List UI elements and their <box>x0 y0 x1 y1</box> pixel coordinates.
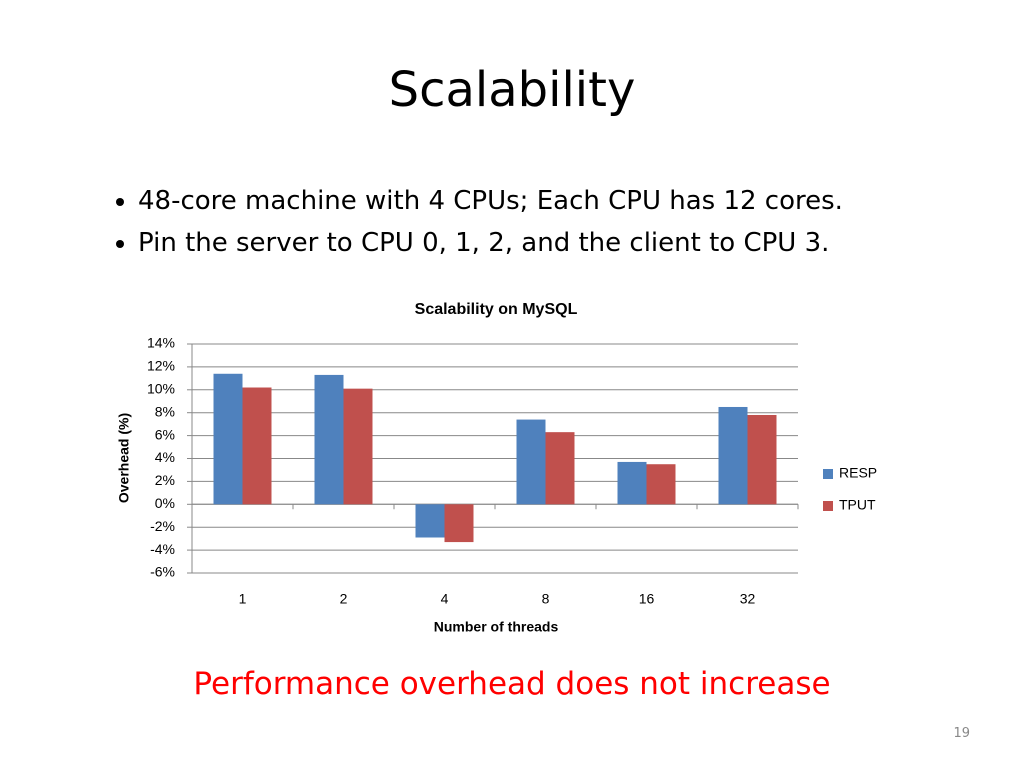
x-tick-label: 2 <box>340 591 348 607</box>
y-tick-label: 4% <box>155 449 175 465</box>
y-tick-label: 6% <box>155 426 175 442</box>
x-tick-label: 8 <box>542 591 550 607</box>
bar <box>545 432 575 505</box>
bar <box>213 373 243 505</box>
legend-swatch <box>823 469 833 479</box>
y-tick-label: 12% <box>147 358 175 374</box>
x-tick-label: 1 <box>239 591 247 607</box>
bar <box>718 406 748 505</box>
note: Performance overhead does not increase <box>193 666 831 702</box>
y-tick-label: 2% <box>155 472 175 488</box>
bullet: Pin the server to CPU 0, 1, 2, and the c… <box>138 222 843 264</box>
bullet: 48-core machine with 4 CPUs; Each CPU ha… <box>138 180 843 222</box>
y-tick-label: 0% <box>155 495 175 511</box>
page-number: 19 <box>953 726 970 741</box>
x-tick-label: 4 <box>441 591 449 607</box>
y-tick-label: 14% <box>147 335 175 351</box>
bullet-list: 48-core machine with 4 CPUs; Each CPU ha… <box>100 180 843 264</box>
bar <box>444 504 474 543</box>
bar <box>747 414 777 505</box>
y-tick-label: -4% <box>150 541 175 557</box>
bar <box>415 504 445 538</box>
bar <box>314 374 344 505</box>
x-tick-label: 16 <box>639 591 655 607</box>
bar <box>646 464 676 505</box>
y-axis-title: Overhead (%) <box>116 413 132 503</box>
bar <box>242 387 272 505</box>
legend-label: TPUT <box>839 497 876 513</box>
x-axis-title: Number of threads <box>434 619 559 635</box>
bar <box>343 388 373 505</box>
legend-swatch <box>823 501 833 511</box>
legend-label: RESP <box>839 465 877 481</box>
y-tick-label: -6% <box>150 564 175 580</box>
bar <box>617 461 647 505</box>
y-tick-label: 10% <box>147 381 175 397</box>
chart-title: Scalability on MySQL <box>415 301 578 318</box>
bar <box>516 419 546 505</box>
slide-title: Scalability <box>388 62 636 118</box>
y-tick-label: -2% <box>150 518 175 534</box>
x-tick-label: 32 <box>740 591 756 607</box>
y-tick-label: 8% <box>155 403 175 419</box>
